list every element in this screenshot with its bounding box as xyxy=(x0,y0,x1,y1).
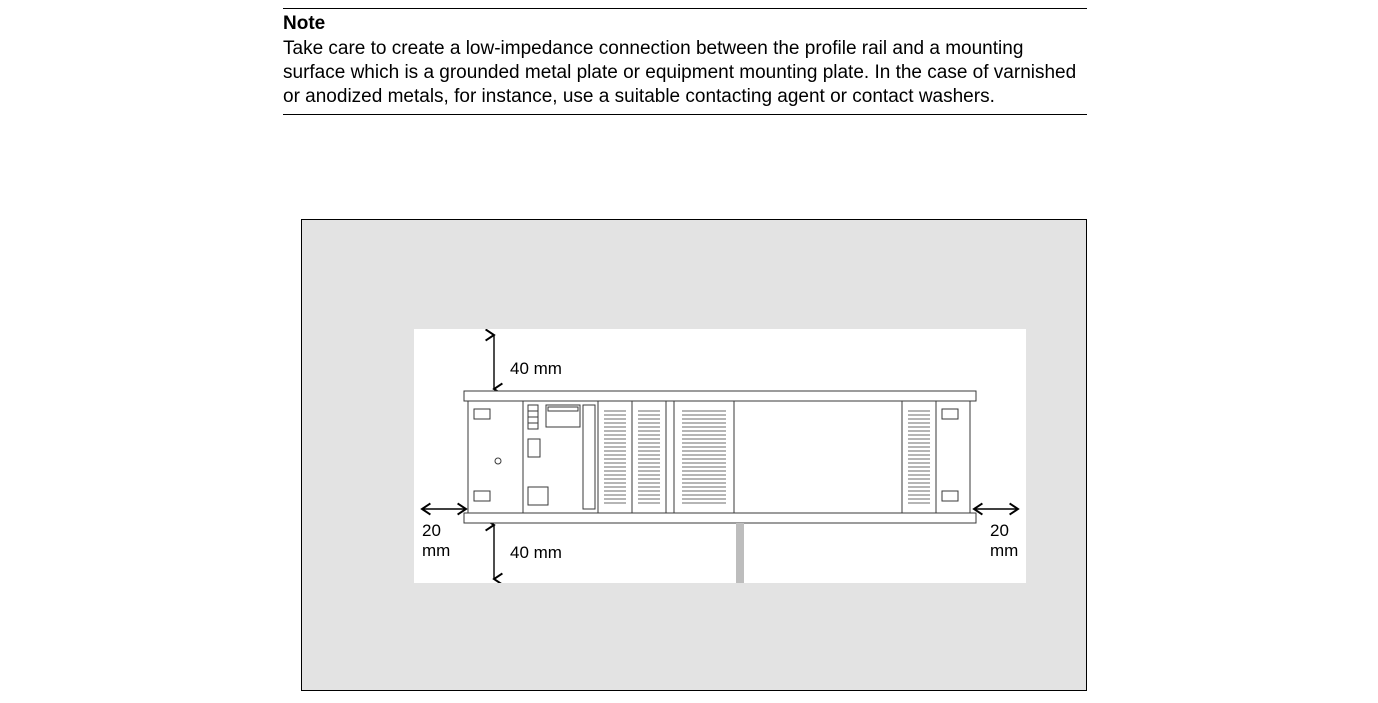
clearance-diagram xyxy=(414,329,1026,583)
figure-frame: 40 mm 40 mm 20 mm 20 mm xyxy=(301,219,1087,691)
note-rule-top xyxy=(283,8,1087,9)
module-io-4 xyxy=(902,401,936,513)
note-rule-bottom xyxy=(283,114,1087,115)
device-assembly xyxy=(464,391,976,583)
module-gap xyxy=(734,401,902,513)
module-io-3 xyxy=(674,401,734,513)
module-io-1 xyxy=(598,401,632,513)
module-spacer xyxy=(666,401,674,513)
note-body: Take care to create a low-impedance conn… xyxy=(283,37,1087,108)
figure-inner: 40 mm 40 mm 20 mm 20 mm xyxy=(414,329,1026,583)
module-io-2 xyxy=(632,401,666,513)
note-block: Note Take care to create a low-impedance… xyxy=(283,8,1087,115)
module-cpu xyxy=(523,401,598,513)
page: Note Take care to create a low-impedance… xyxy=(0,0,1378,703)
note-title: Note xyxy=(283,13,1087,35)
module-ps xyxy=(468,401,523,513)
module-end xyxy=(936,401,970,513)
